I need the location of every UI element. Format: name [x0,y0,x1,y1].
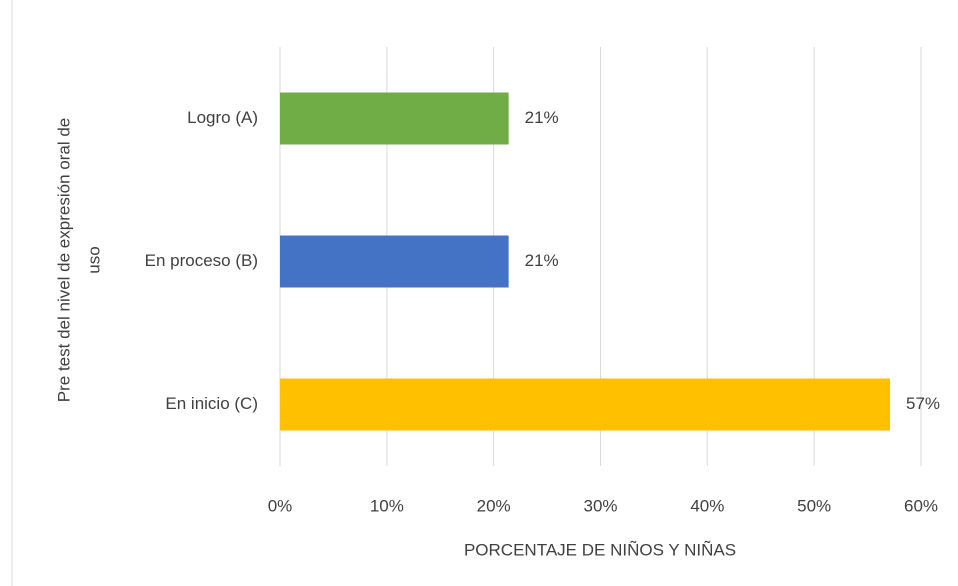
data-label: 57% [906,394,940,413]
x-tick-label: 60% [904,496,938,515]
bar [280,378,891,431]
x-tick-label: 40% [690,496,724,515]
y-tick-label: Logro (A) [187,108,258,127]
x-tick-label: 30% [583,496,617,515]
data-label: 21% [525,108,559,127]
y-axis-label-line: uso [84,246,103,273]
x-tick-label: 50% [797,496,831,515]
x-tick-label: 0% [268,496,293,515]
bar [280,235,509,288]
y-tick-label: En proceso (B) [145,251,258,270]
x-axis-label: PORCENTAJE DE NIÑOS Y NIÑAS [464,540,736,559]
data-label: 21% [525,251,559,270]
y-axis-label: Pre test del nivel de expresión oral de … [54,118,103,402]
y-axis-label-line: Pre test del nivel de expresión oral de [54,118,73,402]
x-tick-label: 20% [477,496,511,515]
x-tick-label: 10% [370,496,404,515]
y-tick-label: En inicio (C) [165,394,258,413]
bar [280,92,509,145]
